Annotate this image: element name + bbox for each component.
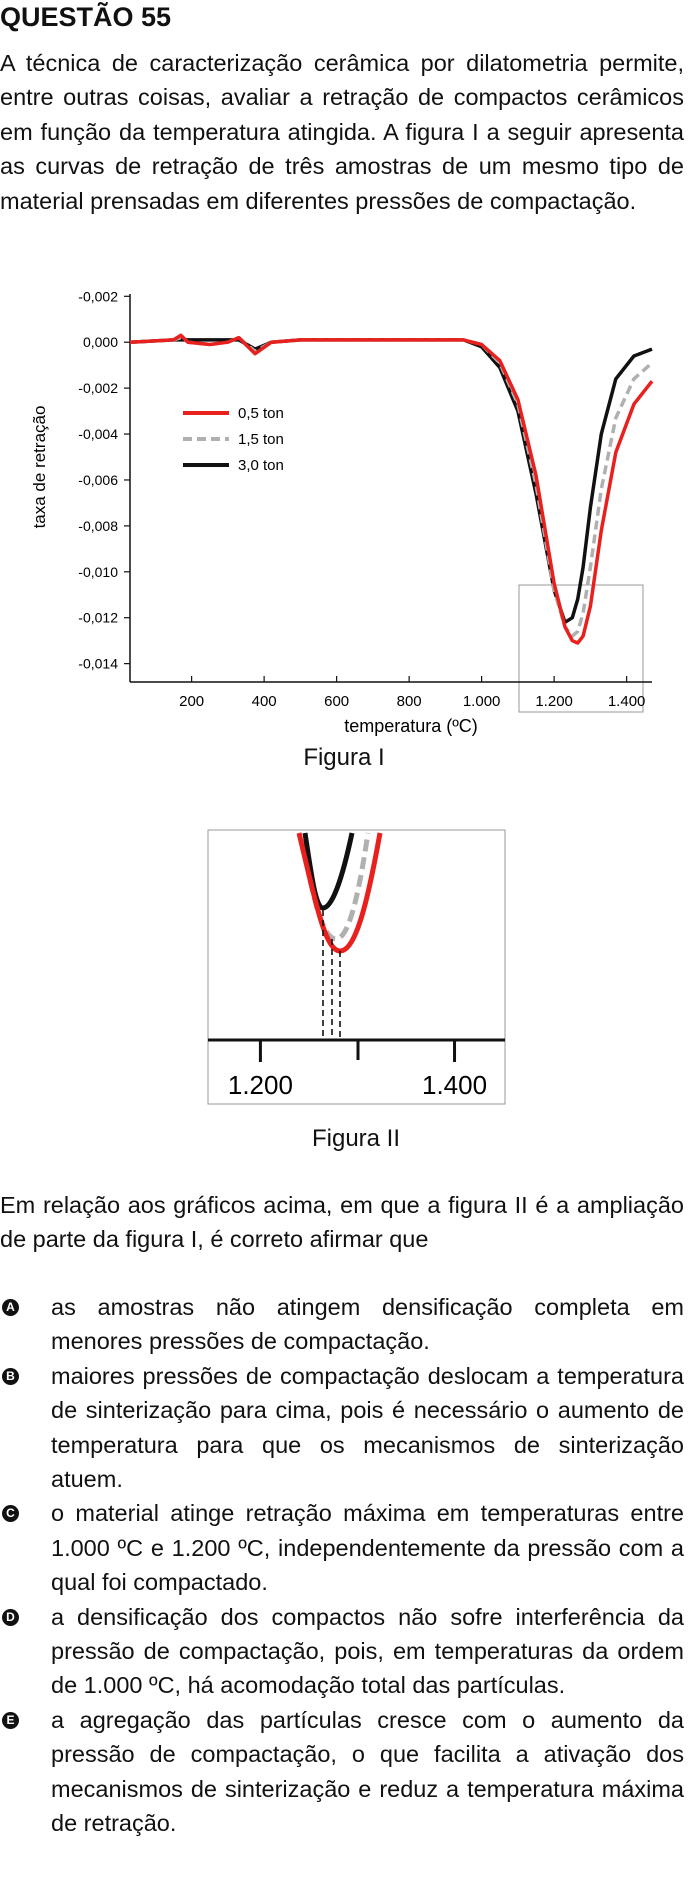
option-text: maiores pressões de compactação deslocam… (51, 1362, 684, 1493)
option-letter: D (2, 1608, 19, 1626)
min-markers (322, 910, 341, 1040)
x-tick-label: 1.200 (228, 1070, 293, 1100)
legend-label: 1,5 ton (238, 431, 284, 448)
y-tick-label: -0,010 (78, 564, 118, 580)
series-line (129, 335, 654, 638)
y-tick-label: 0,000 (83, 334, 118, 350)
y-tick-label: -0,004 (78, 426, 118, 442)
figure-caption: Figura II (311, 1125, 401, 1152)
question-text: A técnica de caracterização cerâmica por… (0, 50, 684, 214)
figure-caption: Figura I (303, 744, 385, 771)
option-text: o material atinge retração máxima em tem… (51, 1500, 684, 1596)
option-letter: B (2, 1367, 19, 1385)
option-letter: E (2, 1711, 19, 1729)
x-tick-label: 200 (179, 693, 204, 710)
curve-3-0-ton (302, 832, 355, 911)
option-text: as amostras não atingem densificação com… (51, 1294, 684, 1355)
x-tick-label: 1.200 (535, 693, 573, 710)
option-text: a agregação das partículas cresce com o … (51, 1706, 684, 1837)
question-title: QUESTÃO 55 (0, 2, 172, 32)
x-tick-label: 800 (397, 693, 422, 710)
zoom-frame (207, 829, 506, 1105)
series-line (129, 338, 653, 625)
y-tick-label: -0,012 (78, 610, 118, 626)
y-tick-label: -0,002 (78, 380, 118, 396)
x-tick-label: 1.400 (422, 1070, 487, 1100)
option-letter: A (2, 1299, 19, 1316)
y-axis-label: taxa de retração (30, 406, 49, 529)
x-tick-label: 600 (324, 693, 349, 710)
figure-2: 1.200 1.400 (207, 829, 506, 1105)
prompt: Em relação aos gráficos acima, em que a … (0, 1192, 684, 1253)
legend-label: 3,0 ton (238, 457, 284, 474)
option-letter: C (2, 1505, 19, 1523)
x-axis-label: temperatura (ºC) (344, 716, 478, 736)
y-tick-label: -0,006 (78, 472, 118, 488)
x-tick-label: 400 (252, 693, 277, 710)
legend-label: 0,5 ton (238, 405, 284, 422)
x-tick-label: 1.400 (608, 693, 646, 710)
option-text: a densificação dos compactos não sofre i… (51, 1603, 684, 1699)
y-tick-label: -0,008 (78, 518, 118, 534)
y-tick-label: -0,002 (78, 288, 118, 304)
series-line (129, 333, 654, 645)
figure-1: -0,002 0,000 -0,002 -0,004 -0,006 -0,008 -0,01… (30, 288, 654, 736)
x-tick-label: 1.000 (463, 693, 501, 710)
y-tick-label: -0,014 (78, 656, 118, 672)
curve-0-5-ton (296, 832, 383, 954)
